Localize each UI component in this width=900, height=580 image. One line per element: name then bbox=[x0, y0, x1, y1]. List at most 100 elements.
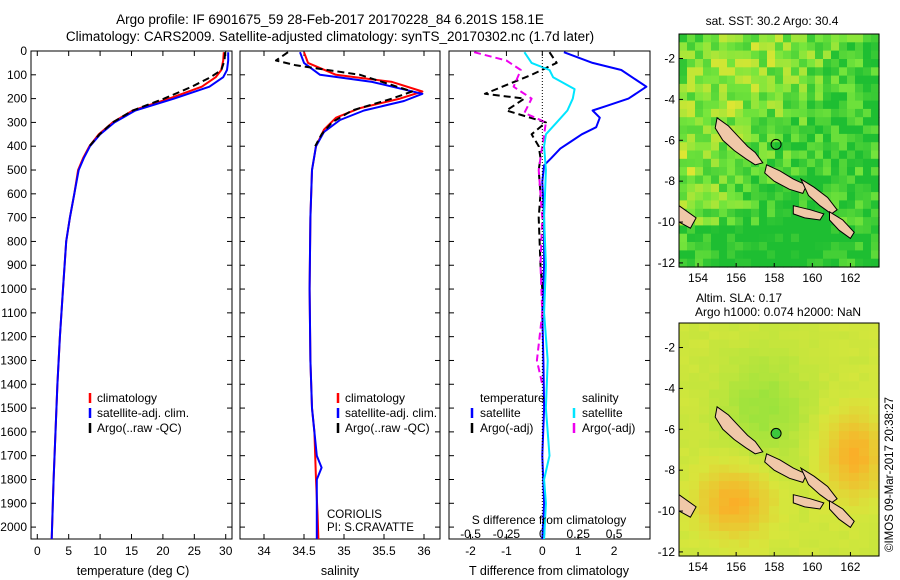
map-cell bbox=[859, 364, 870, 374]
map-cell bbox=[855, 175, 864, 185]
depth-tick-label: 500 bbox=[7, 163, 27, 177]
map-cell bbox=[719, 242, 728, 251]
depth-tick-label: 1300 bbox=[0, 353, 27, 367]
map-cell bbox=[687, 258, 696, 268]
map-cell bbox=[735, 217, 744, 226]
map-cell bbox=[679, 481, 690, 490]
map-cell bbox=[849, 389, 860, 399]
map-cell bbox=[739, 539, 750, 549]
map-cell bbox=[809, 539, 820, 549]
map-cell bbox=[769, 447, 780, 457]
lon-tick-label: 160 bbox=[802, 560, 822, 574]
map-cell bbox=[719, 100, 728, 110]
map-cell bbox=[775, 59, 784, 68]
map-cell bbox=[743, 158, 752, 168]
map-cell bbox=[689, 531, 700, 540]
map-cell bbox=[679, 225, 688, 235]
map-cell bbox=[783, 142, 792, 152]
map-cell bbox=[751, 75, 760, 85]
map-cell bbox=[809, 439, 820, 449]
map-cell bbox=[819, 497, 830, 507]
map-cell bbox=[783, 158, 792, 168]
map-cell bbox=[799, 339, 810, 349]
map-cell bbox=[695, 250, 704, 260]
series-satellite-adj-clim- bbox=[299, 51, 424, 539]
map-cell bbox=[709, 472, 720, 482]
map-cell bbox=[689, 397, 700, 407]
map-cell bbox=[775, 108, 784, 118]
map-cell bbox=[775, 42, 784, 52]
map-cell bbox=[759, 356, 770, 366]
map-cell bbox=[767, 208, 776, 218]
map-cell bbox=[719, 208, 728, 218]
map-cell bbox=[695, 125, 704, 135]
difference-xlabel-s: S difference from climatology bbox=[472, 513, 627, 527]
map-cell bbox=[807, 167, 816, 176]
map-cell bbox=[839, 167, 848, 176]
map-cell bbox=[739, 456, 750, 465]
map-cell bbox=[743, 42, 752, 52]
map-cell bbox=[783, 75, 792, 85]
map-cell bbox=[735, 200, 744, 210]
map-cell bbox=[759, 547, 770, 557]
map-cell bbox=[769, 356, 780, 366]
lat-tick-label: -6 bbox=[664, 422, 675, 436]
map-cell bbox=[719, 142, 728, 152]
map-cell bbox=[863, 250, 872, 260]
map-cell bbox=[689, 364, 700, 374]
map-cell bbox=[735, 167, 744, 176]
depth-tick-label: 1600 bbox=[0, 425, 27, 439]
map-cell bbox=[859, 439, 870, 449]
map-cell bbox=[779, 522, 790, 532]
map-cell bbox=[855, 167, 864, 176]
map-cell bbox=[711, 192, 720, 201]
map-cell bbox=[869, 356, 880, 366]
map-cell bbox=[849, 422, 860, 432]
map-cell bbox=[799, 364, 810, 374]
island bbox=[714, 116, 764, 166]
map-cell bbox=[871, 125, 880, 135]
map-cell bbox=[739, 472, 750, 482]
map-cell bbox=[863, 183, 872, 193]
map-cell bbox=[799, 192, 808, 201]
map-cell bbox=[819, 539, 830, 549]
map-cell bbox=[767, 108, 776, 118]
map-cell bbox=[815, 83, 824, 93]
map-cell bbox=[799, 175, 808, 185]
map-cell bbox=[679, 233, 688, 243]
map-cell bbox=[783, 59, 792, 68]
map-cell bbox=[729, 356, 740, 366]
map-cell bbox=[699, 439, 710, 449]
map-cell bbox=[789, 522, 800, 532]
map-cell bbox=[799, 406, 810, 416]
map-cell bbox=[783, 108, 792, 118]
map-cell bbox=[859, 389, 870, 399]
map-cell bbox=[839, 331, 850, 341]
map-cell bbox=[719, 497, 730, 507]
map-cell bbox=[779, 339, 790, 349]
map-cell bbox=[711, 167, 720, 176]
map-cell bbox=[679, 422, 690, 432]
map-cell bbox=[709, 364, 720, 374]
map-cell bbox=[687, 83, 696, 93]
depth-tick-label: 800 bbox=[7, 234, 27, 248]
map-cell bbox=[679, 414, 690, 424]
salinity-legend: climatology satellite-adj. clim. Argo(..… bbox=[336, 391, 437, 435]
map-cell bbox=[679, 514, 690, 524]
map-cell bbox=[709, 422, 720, 432]
map-cell bbox=[799, 233, 808, 243]
map-cell bbox=[849, 447, 860, 457]
map-cell bbox=[847, 34, 856, 43]
map-cell bbox=[799, 150, 808, 160]
map-cell bbox=[679, 531, 690, 540]
map-cell bbox=[819, 531, 830, 540]
map-cell bbox=[743, 242, 752, 251]
map-cell bbox=[799, 539, 810, 549]
map-cell bbox=[759, 117, 768, 127]
x-tick-label: 35.5 bbox=[372, 544, 396, 558]
map-cell bbox=[855, 50, 864, 60]
map-cell bbox=[711, 34, 720, 43]
map-cell bbox=[869, 364, 880, 374]
map-cell bbox=[789, 356, 800, 366]
map-cell bbox=[767, 175, 776, 185]
